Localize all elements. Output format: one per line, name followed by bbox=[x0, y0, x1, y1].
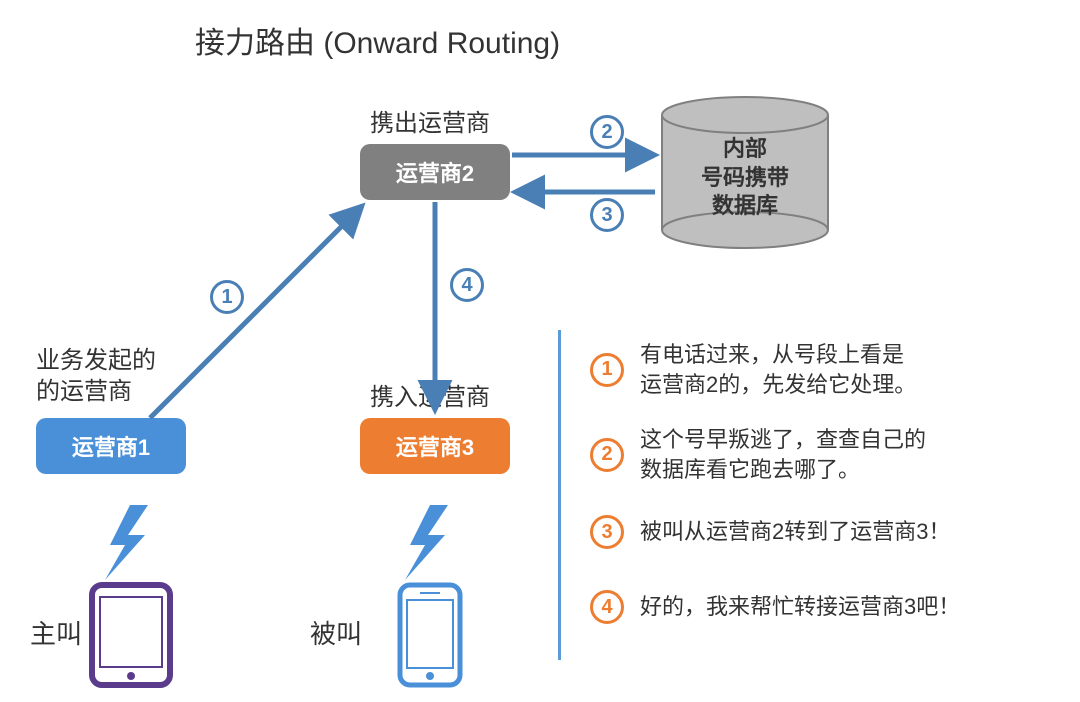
step-1: 1 有电话过来，从号段上看是 运营商2的，先发给它处理。 bbox=[590, 340, 916, 399]
callee-label: 被叫 bbox=[310, 618, 362, 652]
phone-icon-caller bbox=[92, 585, 170, 685]
op3-caption: 携入运营商 bbox=[370, 382, 490, 413]
phone-icon-callee bbox=[400, 585, 460, 685]
step-num-2: 2 bbox=[590, 438, 624, 472]
op1-caption: 业务发起的 的运营商 bbox=[36, 345, 156, 407]
step-3: 3 被叫从运营商2转到了运营商3！ bbox=[590, 515, 950, 549]
step-2: 2 这个号早叛逃了，查查自己的 数据库看它跑去哪了。 bbox=[590, 425, 926, 484]
edge-1 bbox=[150, 206, 362, 418]
step-4: 4 好的，我来帮忙转接运营商3吧！ bbox=[590, 590, 960, 624]
caller-label: 主叫 bbox=[30, 618, 82, 652]
operator-3-node: 运营商3 bbox=[360, 418, 510, 474]
step-num-4: 4 bbox=[590, 590, 624, 624]
step-text-3: 被叫从运营商2转到了运营商3！ bbox=[640, 517, 950, 547]
step-text-2: 这个号早叛逃了，查查自己的 数据库看它跑去哪了。 bbox=[640, 425, 926, 484]
diagram-title: 接力路由 (Onward Routing) bbox=[195, 18, 560, 62]
operator-1-node: 运营商1 bbox=[36, 418, 186, 474]
steps-divider bbox=[558, 330, 561, 660]
lightning-icon-caller bbox=[105, 505, 148, 580]
lightning-icon-callee bbox=[405, 505, 448, 580]
step-num-3: 3 bbox=[590, 515, 624, 549]
edge-num-2: 2 bbox=[590, 115, 624, 149]
database-label: 内部 号码携带 数据库 bbox=[660, 135, 830, 221]
edge-num-1: 1 bbox=[210, 280, 244, 314]
operator-2-node: 运营商2 bbox=[360, 144, 510, 200]
op2-caption: 携出运营商 bbox=[370, 108, 490, 139]
step-text-4: 好的，我来帮忙转接运营商3吧！ bbox=[640, 592, 960, 622]
edge-num-3: 3 bbox=[590, 198, 624, 232]
step-text-1: 有电话过来，从号段上看是 运营商2的，先发给它处理。 bbox=[640, 340, 916, 399]
edge-num-4: 4 bbox=[450, 268, 484, 302]
database-cylinder: 内部 号码携带 数据库 bbox=[660, 95, 830, 240]
step-num-1: 1 bbox=[590, 353, 624, 387]
